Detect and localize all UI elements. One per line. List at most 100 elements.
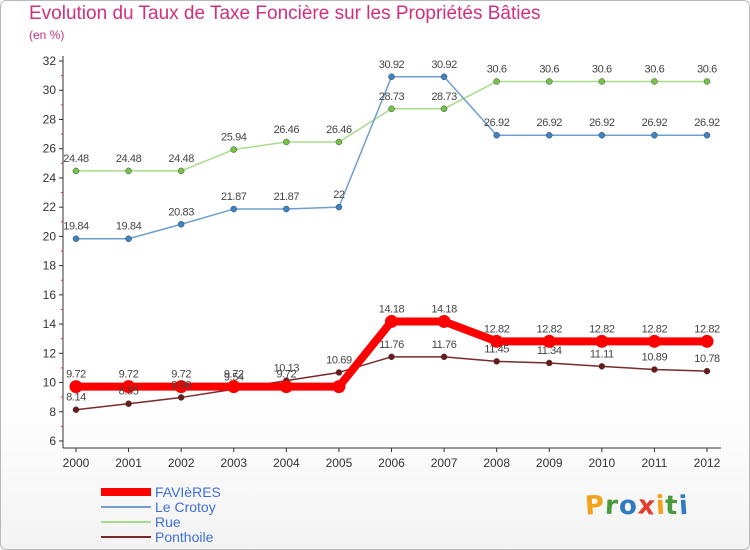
logo-letter: x [636,490,657,522]
data-label: 10.13 [274,363,300,375]
chart-title: Evolution du Taux de Taxe Foncière sur l… [29,3,541,24]
data-point [440,353,448,361]
y-tick-label: 24 [43,171,57,185]
data-label: 24.48 [63,153,89,165]
data-point [703,367,711,375]
data-label: 26.92 [484,117,510,129]
data-point [493,131,500,139]
data-point [440,105,448,113]
y-tick-label: 8 [49,405,56,419]
data-point [651,78,658,85]
y-tick-label: 12 [43,346,57,360]
data-point [651,366,658,373]
y-tick-label: 18 [43,259,57,273]
y-tick-label: 26 [43,142,57,156]
data-label: 30.6 [592,63,612,75]
legend-label: Ponthoile [155,529,214,545]
data-point [440,73,448,81]
logo-letter: o [618,490,639,522]
data-point [598,363,606,370]
data-label: 30.92 [431,59,457,71]
data-point [647,334,661,348]
data-label: 21.87 [221,191,247,203]
x-tick-label: 2012 [694,456,721,470]
data-point [598,131,606,139]
data-label: 26.46 [326,124,352,136]
data-point [542,334,556,348]
x-tick-label: 2011 [642,456,668,470]
y-tick-label: 28 [43,112,57,126]
data-label: 24.48 [168,153,194,165]
data-point [279,380,293,394]
legend-swatch [101,536,151,538]
data-label: 14.18 [431,303,457,315]
data-label: 9.72 [66,369,86,381]
data-point [69,380,83,394]
data-label: 8.98 [171,379,191,391]
x-tick-label: 2004 [273,456,300,470]
data-label: 20.83 [168,206,194,218]
data-label: 30.6 [645,63,665,75]
data-label: 12.82 [589,323,615,335]
data-point [388,105,395,113]
logo-letter: P [583,490,607,522]
data-label: 10.89 [642,352,668,364]
data-label: 30.92 [379,59,405,71]
data-label: 26.46 [274,124,300,136]
data-label: 30.6 [697,63,717,75]
x-tick-label: 2003 [220,456,247,470]
data-point [230,146,237,153]
data-point [595,334,609,348]
legend-label: Rue [155,514,181,530]
data-label: 11.76 [379,339,404,351]
y-tick-label: 20 [43,229,57,243]
data-point [227,380,241,394]
data-point [72,167,80,175]
proxiti-logo: Proxiti [583,490,690,522]
data-point [493,358,500,365]
legend-label: Le Crotoy [155,499,216,515]
data-label: 28.73 [431,91,457,103]
data-point [125,235,132,242]
legend-label: FAVIèRES [155,484,221,500]
data-label: 12.82 [484,323,510,335]
data-point [385,314,398,328]
data-label: 10.78 [694,353,720,365]
data-label: 9.72 [224,369,244,381]
y-tick-label: 16 [43,288,57,302]
data-point [388,73,395,81]
data-point [177,167,185,175]
data-label: 9.72 [119,369,139,381]
data-label: 30.6 [487,63,507,75]
data-point [437,314,451,328]
data-label: 9.72 [276,369,296,381]
y-tick-label: 22 [43,200,57,214]
legend-swatch [101,521,151,523]
data-label: 9.72 [171,369,191,381]
x-tick-label: 2000 [63,456,90,470]
x-tick-label: 2009 [536,456,563,470]
data-point [700,334,714,348]
data-label: 19.84 [116,221,142,233]
data-label: 12.82 [536,323,562,335]
data-point [283,138,290,146]
data-label: 9.54 [224,371,244,383]
y-tick-label: 10 [43,376,57,390]
data-label: 30.6 [539,63,559,75]
data-point [72,406,80,413]
data-point [388,353,395,361]
data-label: 26.92 [642,117,668,129]
data-label: 11.11 [590,348,614,360]
data-label: 26.92 [589,117,615,129]
logo-letter: i [677,490,690,522]
legend-swatch [101,506,151,508]
data-label: 22 [333,189,345,201]
data-point [335,203,343,211]
data-point [332,380,346,394]
data-point [490,334,504,348]
data-point [177,221,185,228]
x-tick-label: 2007 [431,456,458,470]
data-label: 26.92 [536,117,562,129]
data-label: 24.48 [116,153,142,165]
data-point [174,380,188,394]
